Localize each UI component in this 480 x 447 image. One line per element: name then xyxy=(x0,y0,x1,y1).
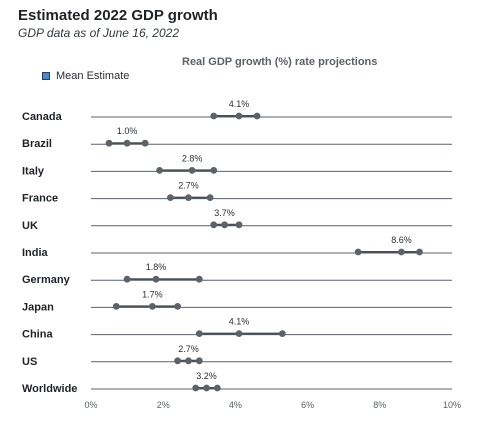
point-low-uk xyxy=(210,221,218,229)
point-mean-germany xyxy=(152,275,160,283)
point-mean-worldwide xyxy=(203,384,210,392)
value-label-india: 8.6% xyxy=(391,235,412,245)
country-label-canada: Canada xyxy=(22,111,63,123)
country-label-china: China xyxy=(22,329,53,341)
country-label-japan: Japan xyxy=(22,301,54,313)
country-label-germany: Germany xyxy=(22,274,71,286)
point-high-uk xyxy=(235,221,243,229)
point-high-germany xyxy=(195,275,203,283)
x-tick-label-2: 4% xyxy=(229,400,242,410)
x-tick-label-0: 0% xyxy=(84,400,97,410)
point-low-germany xyxy=(123,275,131,283)
point-low-us xyxy=(174,357,182,365)
point-mean-france xyxy=(185,194,192,202)
point-mean-india xyxy=(398,248,405,256)
point-high-canada xyxy=(253,112,261,120)
country-label-uk: UK xyxy=(22,220,38,232)
point-mean-canada xyxy=(235,112,243,120)
point-low-france xyxy=(167,194,174,202)
point-low-india xyxy=(354,248,362,256)
point-mean-china xyxy=(235,330,243,337)
point-low-japan xyxy=(112,303,120,310)
value-label-france: 2.7% xyxy=(178,181,199,191)
chart-header: Estimated 2022 GDP growth GDP data as of… xyxy=(18,7,468,41)
point-low-italy xyxy=(156,167,163,174)
chart-title: Real GDP growth (%) rate projections xyxy=(182,56,378,68)
point-high-china xyxy=(278,330,286,337)
legend-swatch xyxy=(42,72,50,80)
value-label-italy: 2.8% xyxy=(182,153,203,163)
point-high-italy xyxy=(210,167,218,174)
point-low-canada xyxy=(210,112,218,120)
country-label-worldwide: Worldwide xyxy=(22,383,77,395)
point-high-india xyxy=(416,248,423,256)
legend-label: Mean Estimate xyxy=(56,70,130,82)
x-tick-label-4: 8% xyxy=(373,400,386,410)
value-label-worldwide: 3.2% xyxy=(196,371,217,381)
point-low-worldwide xyxy=(192,384,200,392)
country-label-india: India xyxy=(22,247,49,259)
value-label-china: 4.1% xyxy=(229,317,250,327)
x-tick-label-1: 2% xyxy=(157,400,170,410)
point-mean-us xyxy=(185,357,192,365)
value-label-us: 2.7% xyxy=(178,344,199,354)
x-tick-label-3: 6% xyxy=(301,400,314,410)
point-low-brazil xyxy=(105,139,113,147)
x-tick-label-5: 10% xyxy=(443,400,461,410)
point-low-china xyxy=(195,330,203,337)
point-high-japan xyxy=(174,303,182,310)
country-label-brazil: Brazil xyxy=(22,138,52,150)
point-mean-uk xyxy=(221,221,228,229)
page-subtitle: GDP data as of June 16, 2022 xyxy=(18,26,179,40)
point-mean-japan xyxy=(148,303,156,310)
value-label-uk: 3.7% xyxy=(214,208,235,218)
page-title: Estimated 2022 GDP growth xyxy=(18,7,218,24)
chart-legend: Mean Estimate xyxy=(42,70,129,82)
value-label-germany: 1.8% xyxy=(146,262,167,272)
point-high-us xyxy=(195,357,203,365)
country-label-us: US xyxy=(22,356,37,368)
point-mean-italy xyxy=(188,167,196,174)
country-label-italy: Italy xyxy=(22,165,45,177)
value-label-canada: 4.1% xyxy=(229,99,250,109)
point-high-worldwide xyxy=(213,384,221,392)
point-mean-brazil xyxy=(123,139,131,147)
country-label-france: France xyxy=(22,193,58,205)
point-high-brazil xyxy=(141,139,149,147)
point-high-france xyxy=(206,194,214,202)
value-label-japan: 1.7% xyxy=(142,289,163,299)
value-label-brazil: 1.0% xyxy=(117,126,138,136)
